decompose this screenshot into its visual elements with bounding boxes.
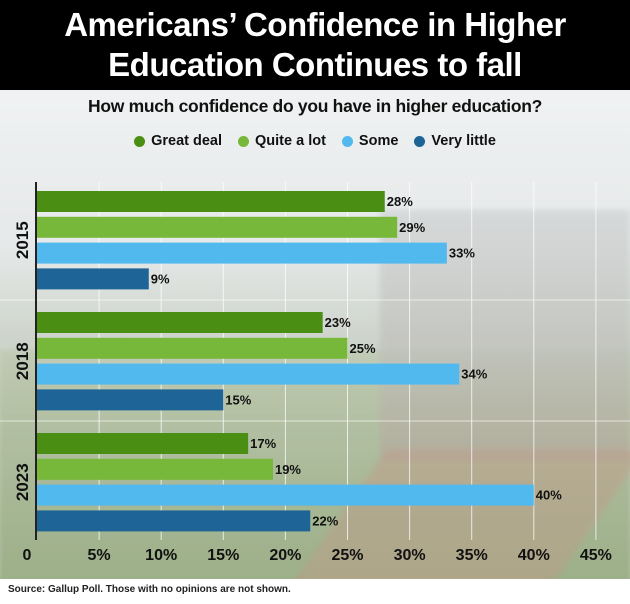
bar-2023-quite-a-lot	[37, 458, 273, 480]
bar-2018-some	[37, 363, 460, 385]
value-label-2018-very-little: 15%	[225, 392, 251, 407]
chart-title-line-1: Americans’ Confidence in Higher	[64, 6, 566, 43]
legend-dot-some	[341, 135, 353, 147]
x-tick-label-10: 10%	[145, 547, 177, 564]
legend-item-quite-a-lot: Quite a lot	[238, 133, 326, 149]
bar-2018-great-deal	[37, 312, 323, 333]
bar-2023-great-deal	[37, 433, 249, 454]
legend-item-great-deal: Great deal	[134, 133, 222, 149]
chart-subtitle: How much confidence do you have in highe…	[87, 96, 543, 116]
value-label-2015-quite-a-lot: 29%	[399, 220, 425, 235]
value-label-2018-some: 34%	[461, 367, 487, 382]
x-tick-label-20: 20%	[269, 547, 301, 564]
bar-2015-great-deal	[37, 191, 385, 212]
title-banner: Americans’ Confidence in Higher Educatio…	[0, 0, 630, 90]
category-label-2015: 2015	[13, 221, 32, 259]
legend-label-very-little: Very little	[431, 133, 496, 149]
legend-dot-great-deal	[134, 135, 146, 147]
legend-label-great-deal: Great deal	[151, 133, 223, 149]
source-note: Source: Gallup Poll. Those with no opini…	[8, 584, 291, 595]
legend-label-quite-a-lot: Quite a lot	[255, 133, 326, 149]
bar-2023-very-little	[37, 510, 311, 532]
bar-2018-very-little	[37, 389, 224, 411]
legend-dot-quite-a-lot	[238, 135, 250, 147]
x-tick-label-5: 5%	[88, 547, 111, 564]
x-tick-label-45: 45%	[580, 547, 612, 564]
bar-2015-very-little	[37, 268, 149, 290]
chart-title-line-2: Education Continues to fall	[108, 46, 522, 83]
legend-item-some: Some	[341, 133, 399, 149]
value-label-2015-some: 33%	[449, 246, 475, 261]
bar-2015-quite-a-lot	[37, 216, 398, 238]
value-label-2018-quite-a-lot: 25%	[350, 341, 376, 356]
x-tick-label-30: 30%	[394, 547, 426, 564]
x-tick-label-25: 25%	[331, 547, 363, 564]
legend-label-some: Some	[358, 133, 399, 149]
x-tick-label-35: 35%	[456, 547, 488, 564]
legend-item-very-little: Very little	[414, 133, 496, 149]
bar-2023-some	[37, 484, 534, 506]
source-footer: Source: Gallup Poll. Those with no opini…	[0, 579, 630, 604]
value-label-2018-great-deal: 23%	[325, 315, 351, 330]
chart-legend: Great deal Quite a lot Some Very little	[0, 133, 630, 149]
bar-2018-quite-a-lot	[37, 337, 348, 359]
value-label-2015-great-deal: 28%	[387, 194, 413, 209]
value-label-2023-quite-a-lot: 19%	[275, 462, 301, 477]
value-label-2023-great-deal: 17%	[250, 436, 276, 451]
x-tick-label-15: 15%	[207, 547, 239, 564]
x-tick-label-40: 40%	[518, 547, 550, 564]
x-tick-label-0: 0	[23, 547, 32, 564]
bar-2015-some	[37, 242, 447, 264]
category-label-2018: 2018	[13, 342, 32, 380]
value-label-2015-very-little: 9%	[151, 271, 170, 286]
legend-dot-very-little	[414, 135, 426, 147]
value-label-2023-some: 40%	[536, 488, 562, 503]
value-label-2023-very-little: 22%	[312, 513, 338, 528]
category-label-2023: 2023	[13, 463, 32, 501]
